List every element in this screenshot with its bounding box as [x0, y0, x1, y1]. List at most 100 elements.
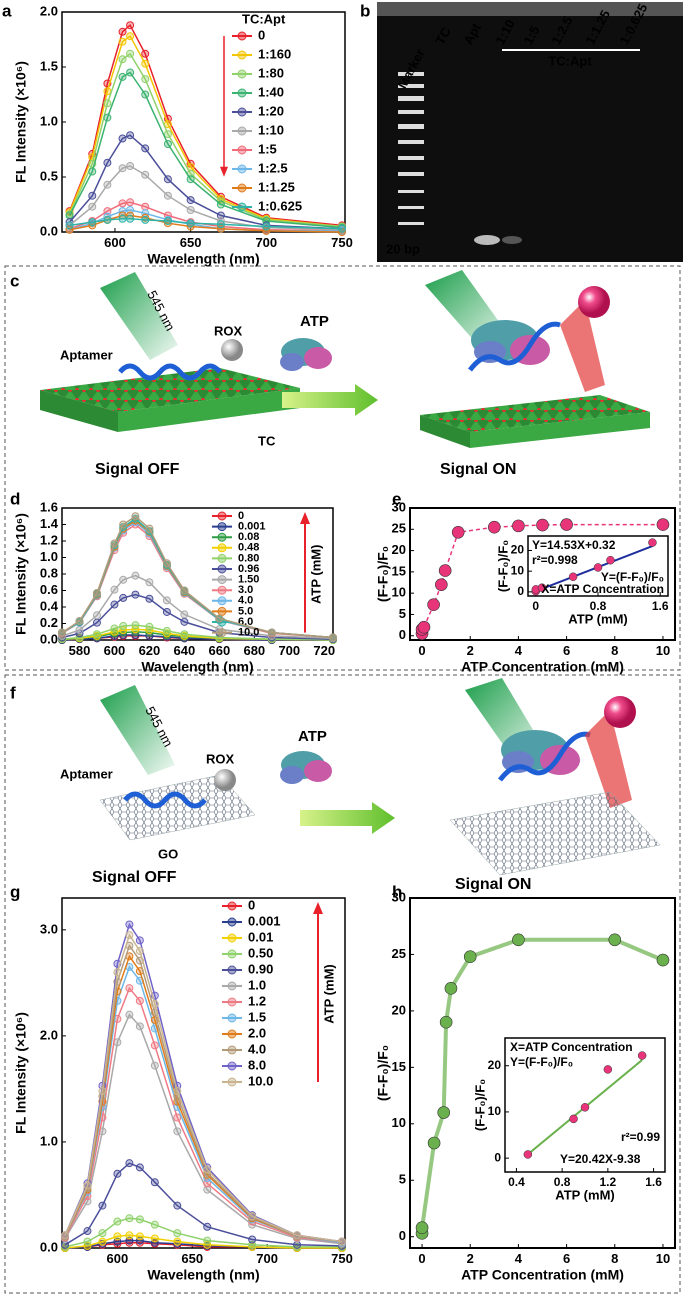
spectrum-point [141, 215, 150, 224]
data-point [512, 933, 525, 947]
legend-label: 0.001 [238, 521, 266, 533]
spectrum-point [110, 539, 119, 548]
y-tick-label: 0.0 [40, 1239, 58, 1254]
connect-line [420, 937, 664, 1234]
spectrum-point [145, 524, 154, 533]
legend-label: 4.0 [248, 1041, 266, 1056]
spectrum-line [64, 1013, 343, 1245]
spectrum-point [110, 585, 119, 594]
data-point [488, 520, 501, 534]
y-tick-label: 0 [494, 1150, 501, 1164]
x-axis-title: Wavelength (nm) [147, 1267, 259, 1283]
legend-label: 0.96 [238, 563, 259, 575]
spectrum-point [98, 1201, 107, 1210]
inset-point [537, 583, 547, 592]
x-tick-label: 0 [418, 1251, 425, 1266]
y-tick-label: 2.0 [40, 1027, 58, 1042]
x-tick-label: 650 [181, 1251, 203, 1266]
spectrum-point [145, 594, 154, 603]
spectrum-point [173, 1087, 182, 1096]
x-tick-label: 2 [467, 1251, 474, 1266]
x-tick-label: 600 [104, 235, 126, 250]
legend-label: 5.0 [238, 605, 253, 617]
spectrum-point [163, 191, 172, 200]
x-tick-label: 700 [256, 1251, 278, 1266]
panel-label: h [392, 882, 402, 901]
data-point [656, 518, 670, 531]
spectrum-point [203, 1222, 212, 1231]
spectrum-point [135, 936, 144, 945]
spectrum-point [126, 68, 135, 77]
y-tick-label: 0.8 [40, 565, 58, 580]
data-point [444, 982, 458, 995]
spectrum-point [113, 968, 122, 977]
y-tick-label: 0.6 [40, 582, 58, 597]
x-tick-label: 0.8 [590, 599, 607, 613]
spectrum-point [103, 180, 112, 189]
spectrum-point [119, 593, 128, 602]
legend-label: 1:2.5 [258, 160, 288, 175]
legend-label: 0.01 [248, 929, 273, 944]
x-tick-label: 4 [515, 643, 523, 658]
spectrum-point [65, 221, 74, 230]
spectrum-point [118, 214, 127, 223]
spectrum-point [83, 1237, 92, 1246]
spectrum-point [150, 1234, 159, 1243]
y-tick-label: 20 [488, 1058, 502, 1072]
x-tick-label: 620 [139, 643, 161, 658]
legend-label: 0.08 [238, 531, 259, 543]
y-tick-label: 0.0 [40, 631, 58, 646]
spectrum-point [65, 211, 74, 220]
spectrum-point [88, 191, 97, 200]
x-tick-label: 8 [611, 643, 618, 658]
y-tick-label: 0 [399, 627, 406, 642]
spectrum-point [173, 1229, 182, 1238]
legend-label: 0 [258, 27, 265, 42]
spectrum-point [75, 626, 84, 635]
spectrum-point [135, 1232, 144, 1241]
legend-marker [217, 596, 227, 606]
spectrum-point [203, 1185, 212, 1194]
spectrum-point [173, 1201, 182, 1210]
rox-label: ROX [214, 323, 243, 338]
signal-off: Signal OFF [95, 461, 180, 478]
spectrum-point [162, 626, 171, 635]
spectrum-point [110, 624, 119, 633]
spectrum-point [180, 586, 189, 595]
panel-label: f [10, 683, 16, 702]
x-tick-label: 720 [313, 643, 335, 658]
inset-point [648, 538, 657, 547]
legend-marker [217, 575, 227, 585]
spectrum-point [88, 167, 97, 176]
y-tick-label: 1.0 [40, 113, 58, 128]
inset-legend_x: X=ATP Concentration [541, 582, 664, 596]
spectrum-point [145, 578, 154, 587]
rox-label: ROX [206, 751, 235, 766]
spectrum-point [92, 618, 101, 627]
legend-label: 0.001 [248, 913, 281, 928]
spectrum-point [131, 571, 140, 580]
y-tick-label: 5 [399, 1172, 406, 1187]
target-label: ATP [300, 313, 329, 330]
x-tick-label: 0 [418, 643, 425, 658]
legend-label: 1:80 [258, 65, 284, 80]
y-tick-label: 20 [511, 543, 525, 557]
data-point [427, 1136, 441, 1150]
legend-marker [227, 901, 237, 911]
legend-marker [237, 88, 247, 98]
spectrum-line [68, 24, 343, 227]
spectrum-point [125, 1010, 134, 1019]
spectrum-point [216, 211, 225, 220]
data-point [536, 518, 549, 532]
legend-marker [237, 31, 247, 41]
spectrum-point [262, 222, 271, 231]
spectrum-point [92, 630, 101, 639]
y-tick-label: 15 [392, 563, 406, 578]
spectrum-point [126, 198, 135, 207]
spectrum-point [180, 610, 189, 619]
legend-marker [217, 553, 227, 563]
panel-label: e [392, 489, 401, 508]
x-tick-label: 580 [69, 643, 91, 658]
y-tick-label: 0.5 [40, 168, 58, 183]
spectrum-point [216, 200, 225, 209]
